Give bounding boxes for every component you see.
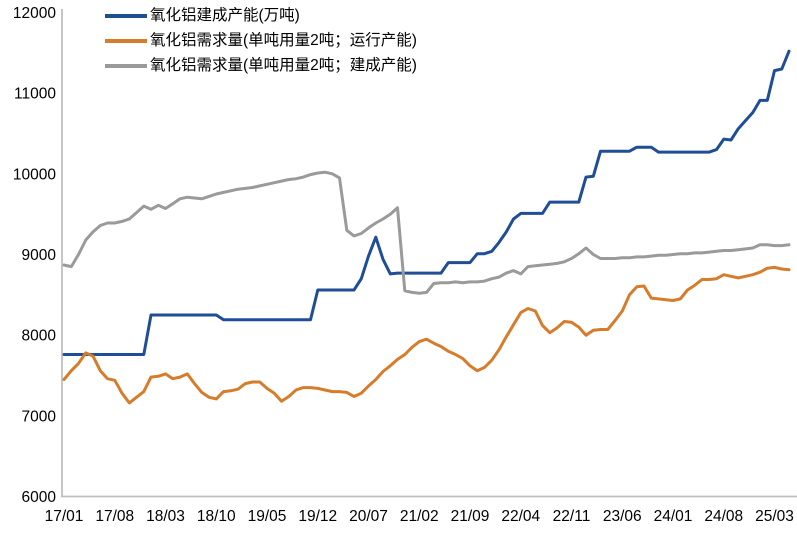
legend-label-0: 氧化铝建成产能(万吨) [150, 6, 300, 24]
series-line-2 [62, 170, 791, 295]
x-tick-label-18-03: 18/03 [146, 508, 185, 525]
x-tick-label-21-09: 21/09 [451, 508, 490, 525]
legend-line-swatch-1 [105, 38, 147, 43]
x-tick-label-20-07: 20/07 [349, 508, 388, 525]
x-tick-label-25-03: 25/03 [755, 508, 794, 525]
y-tick-label-6000: 6000 [22, 489, 57, 506]
legend-label-1: 氧化铝需求量(单吨用量2吨；运行产能) [150, 31, 417, 49]
y-tick-label-8000: 8000 [22, 328, 57, 345]
x-tick-label-22-04: 22/04 [501, 508, 540, 525]
y-tick-label-9000: 9000 [22, 247, 57, 264]
x-tick-label-23-06: 23/06 [603, 508, 642, 525]
legend-item-1: 氧化铝需求量(单吨用量2吨；运行产能) [105, 28, 417, 53]
chart-legend: 氧化铝建成产能(万吨) 氧化铝需求量(单吨用量2吨；运行产能) 氧化铝需求量(单吨用… [105, 3, 417, 78]
legend-line-swatch-2 [105, 63, 147, 68]
series-line-0 [62, 49, 791, 356]
legend-label-2: 氧化铝需求量(单吨用量2吨；建成产能) [150, 56, 417, 74]
legend-item-0: 氧化铝建成产能(万吨) [105, 3, 417, 28]
x-tick-label-17-08: 17/08 [95, 508, 134, 525]
x-tick-label-19-12: 19/12 [298, 508, 337, 525]
y-tick-label-11000: 11000 [14, 86, 56, 103]
y-tick-label-12000: 12000 [13, 5, 56, 22]
x-tick-label-18-10: 18/10 [197, 508, 236, 525]
series-line-1 [62, 265, 791, 405]
x-tick-label-19-05: 19/05 [248, 508, 287, 525]
y-tick-label-7000: 7000 [22, 408, 57, 425]
y-tick-label-10000: 10000 [13, 166, 56, 183]
legend-line-swatch-0 [105, 13, 147, 18]
x-tick-label-22-11: 22/11 [553, 508, 591, 525]
x-tick-label-24-08: 24/08 [704, 508, 743, 525]
x-tick-label-17-01: 17/01 [45, 508, 84, 525]
legend-item-2: 氧化铝需求量(单吨用量2吨；建成产能) [105, 53, 417, 78]
x-tick-label-21-02: 21/02 [400, 508, 439, 525]
x-tick-label-24-01: 24/01 [654, 508, 693, 525]
